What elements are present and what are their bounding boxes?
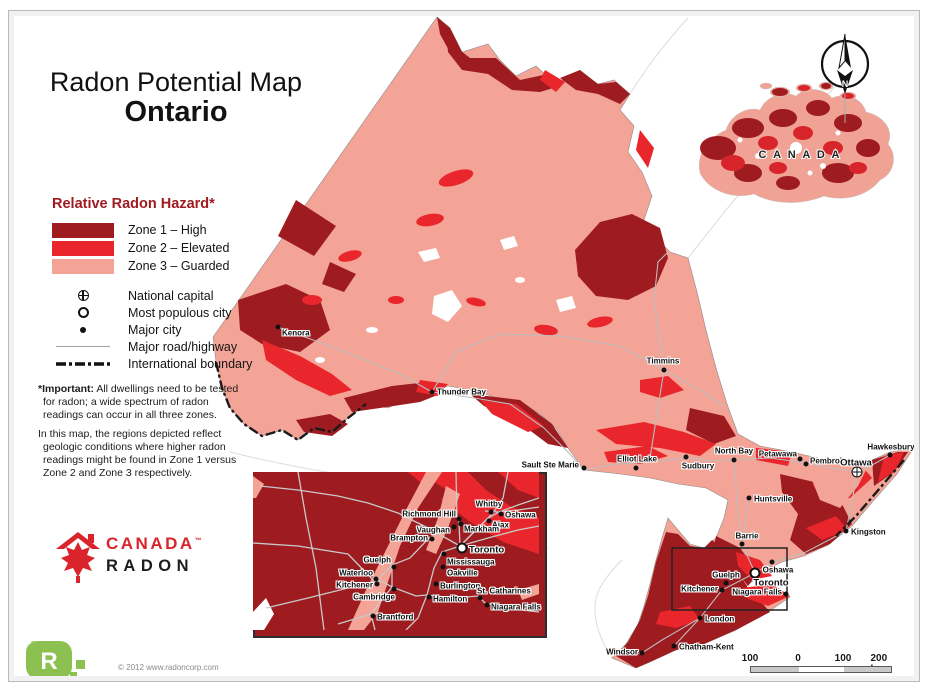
gta-inset-art <box>253 472 539 630</box>
inset-zone3-ribbons <box>253 472 539 630</box>
page-title: Radon Potential Map <box>49 67 303 97</box>
inset-extent-box <box>671 547 788 611</box>
major-city-label: Major city <box>128 322 182 337</box>
page-subtitle: Ontario <box>124 96 228 129</box>
legend-heading: Relative Radon Hazard* <box>52 196 215 212</box>
lakes <box>315 236 576 363</box>
scale-label-2: 0 <box>795 653 801 664</box>
note-paragraph-2: In this map, the regions depicted reflec… <box>38 428 237 479</box>
gta-inset-map <box>253 472 547 638</box>
note-paragraph-1: All dwellings need to be tested for rado… <box>43 383 239 421</box>
compass-rose: N <box>820 33 870 123</box>
international-boundary-icon <box>56 361 110 366</box>
most-populous-city-icon <box>77 307 89 318</box>
badge-letter: R <box>40 648 57 675</box>
major-road-label: Major road/highway <box>128 339 238 354</box>
international-boundary <box>214 361 905 537</box>
scale-label-1: 100 <box>741 653 759 664</box>
compass-north-label: N <box>842 79 849 89</box>
zone3-swatch <box>52 258 114 274</box>
national-capital-label: National capital <box>128 288 214 303</box>
brand-tm: ™ <box>194 537 202 545</box>
scale-bar: 100 0 100 200 km <box>735 653 915 677</box>
map-title: Radon Potential Map Ontario <box>40 67 312 129</box>
zone1-label: Zone 1 – High <box>128 223 207 237</box>
legend: Relative Radon Hazard* Zone 1 – High Zon… <box>52 196 282 372</box>
zone1-swatch <box>52 222 114 238</box>
legend-zone-2: Zone 2 – Elevated <box>52 239 282 257</box>
scale-label-3: 100 <box>834 653 852 664</box>
canada-radon-logo: CANADA™ RADON <box>52 528 272 588</box>
legend-symbols: National capital Most populous city Majo… <box>52 287 282 372</box>
major-road-icon <box>56 346 110 347</box>
zone2-swatch <box>52 240 114 256</box>
canada-inset-map: C A N A D A <box>698 81 894 203</box>
legend-zone-1: Zone 1 – High <box>52 221 282 239</box>
radoncorp-badge: R <box>26 641 85 679</box>
scale-bar-graphic <box>750 666 892 673</box>
copyright-text: © 2012 www.radoncorp.com <box>118 663 219 672</box>
most-populous-city-label: Most populous city <box>128 305 232 320</box>
international-boundary-label: International boundary <box>128 356 253 371</box>
brand-canada-text: CANADA <box>106 534 195 553</box>
important-note: *Important: All dwellings need to be tes… <box>38 383 246 486</box>
inset-lake <box>253 598 274 630</box>
roads <box>277 251 891 656</box>
zone2-label: Zone 2 – Elevated <box>128 241 230 255</box>
national-capital-icon <box>77 290 89 301</box>
canada-inset-label: C A N A D A <box>759 149 842 161</box>
maple-leaf-house-icon <box>56 532 100 583</box>
legend-zone-3: Zone 3 – Guarded <box>52 257 282 275</box>
zone3-label: Zone 3 – Guarded <box>128 259 230 273</box>
major-city-icon <box>80 326 86 333</box>
note-lead: *Important: <box>38 383 94 395</box>
brand-radon-text: RADON <box>106 557 194 575</box>
